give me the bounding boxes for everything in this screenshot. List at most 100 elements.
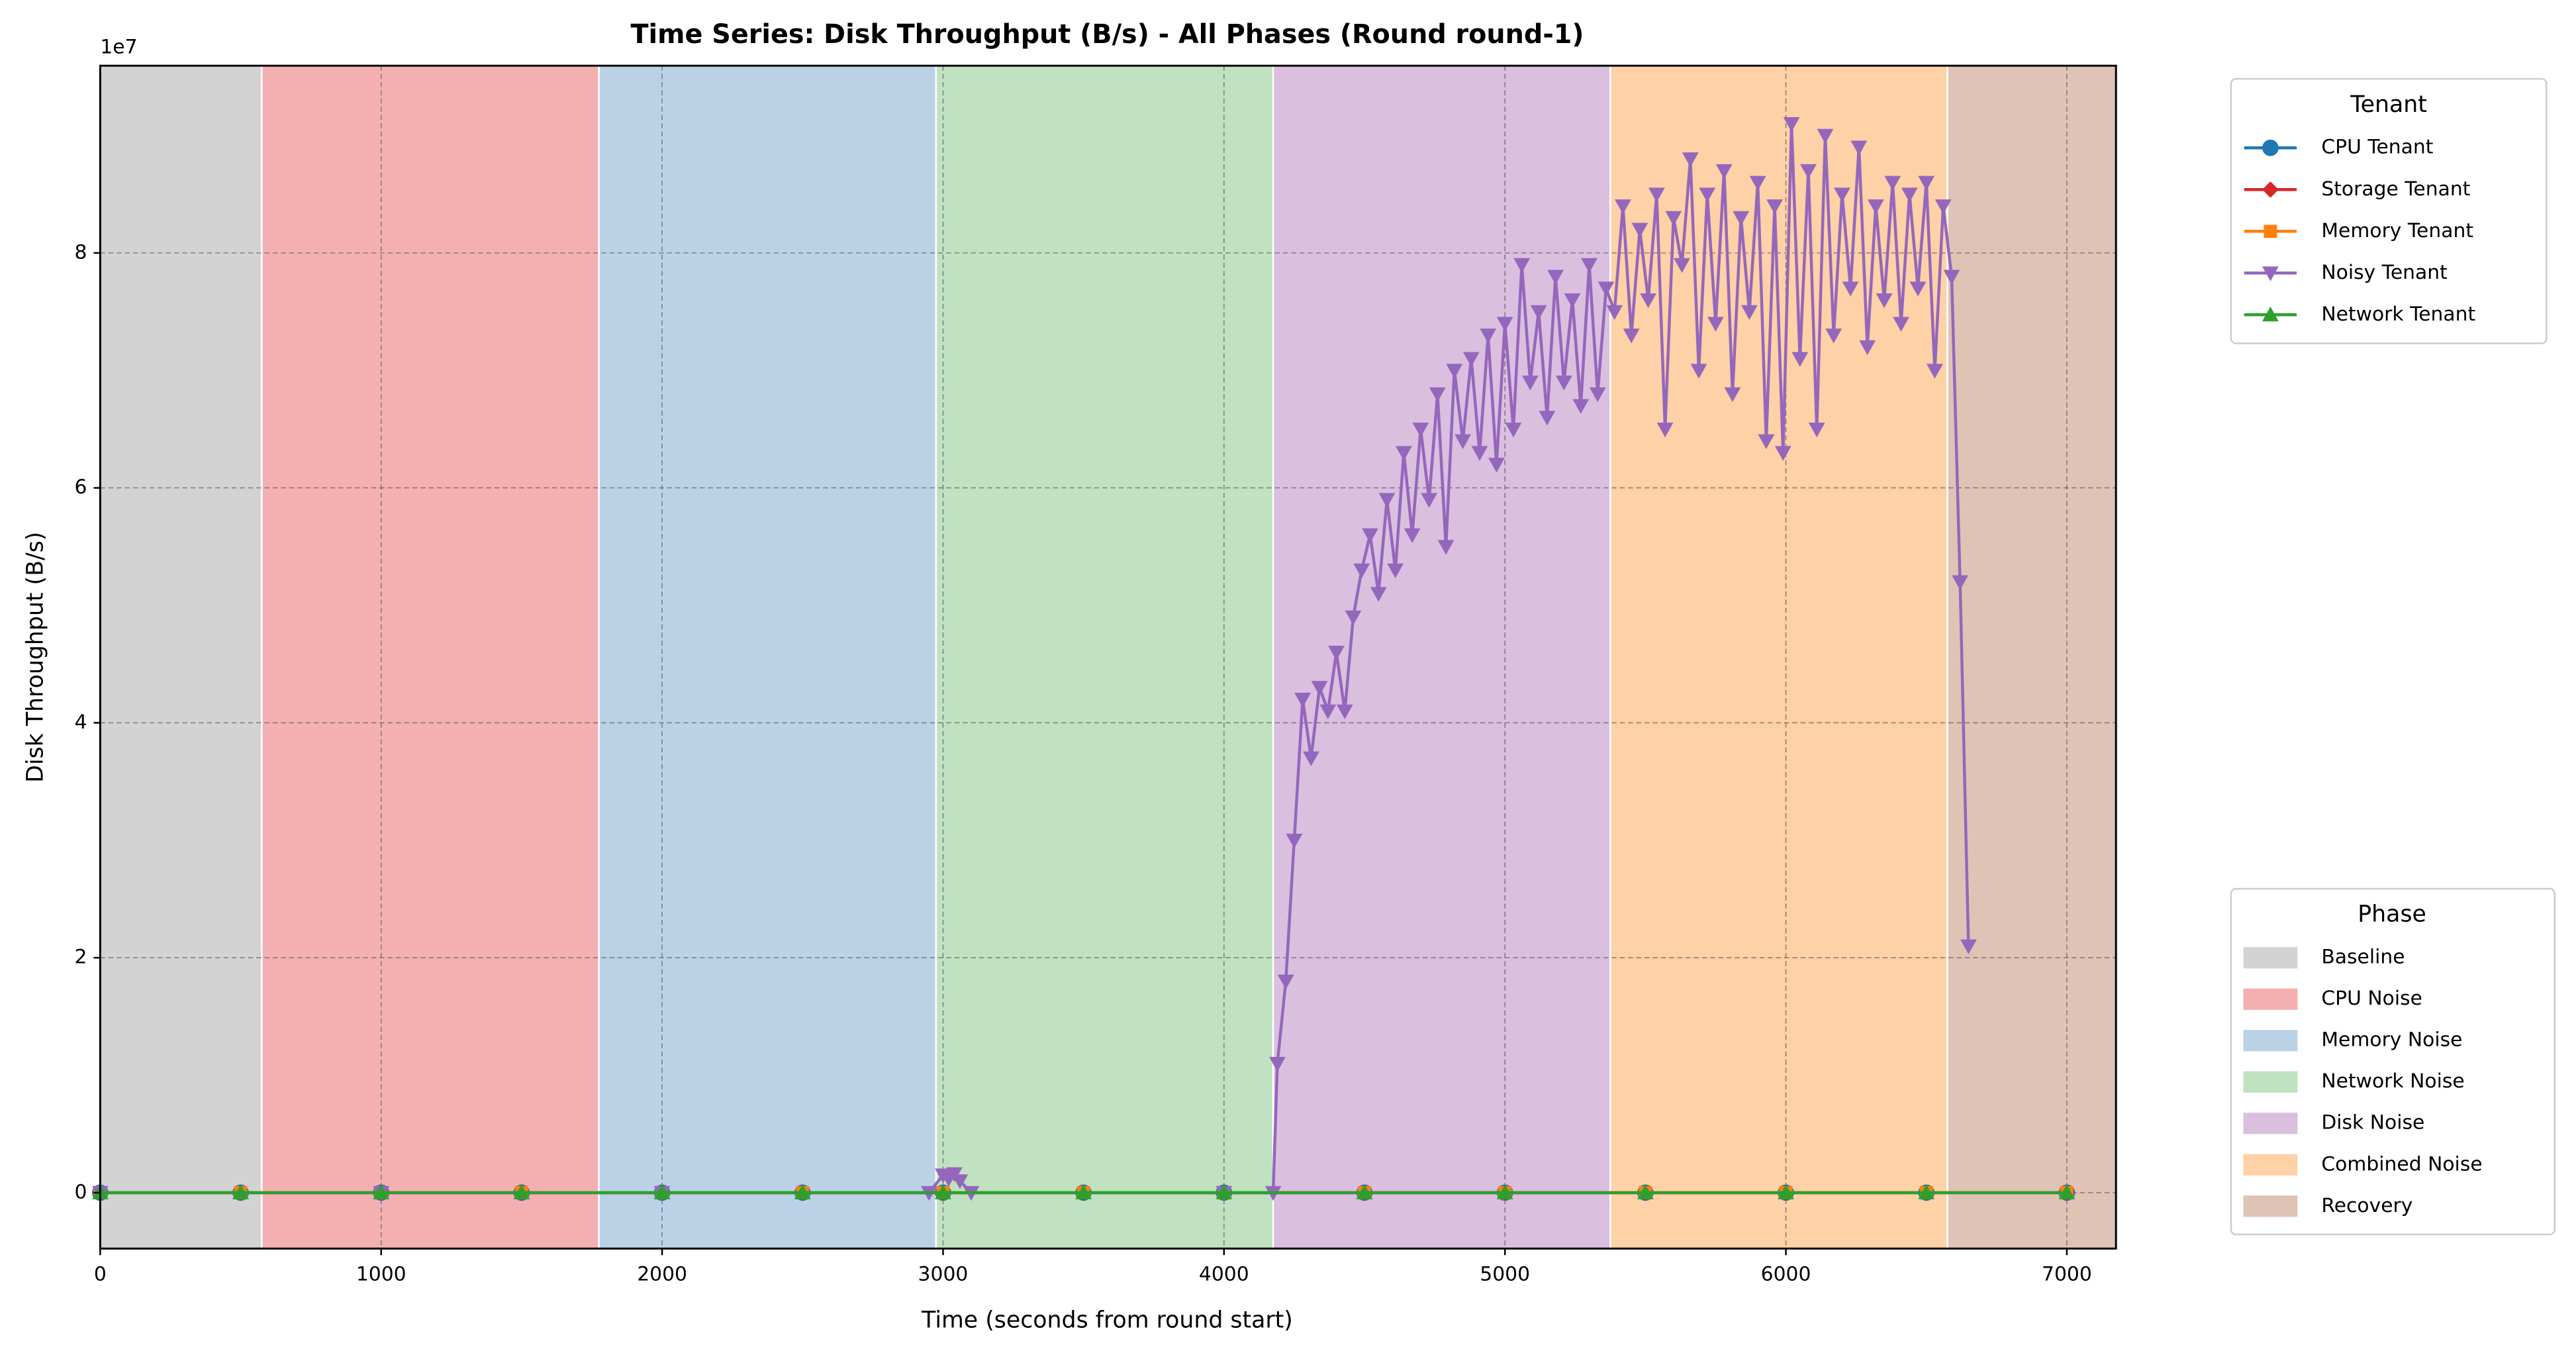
data-point (1598, 281, 1615, 297)
data-point (1884, 176, 1901, 191)
data-point (1791, 352, 1809, 367)
data-point (513, 1184, 530, 1199)
data-point (1724, 387, 1741, 403)
data-point (1943, 270, 1960, 285)
data-point (1345, 610, 1362, 626)
legend-label: Network Noise (2321, 1070, 2464, 1093)
data-point (1817, 128, 1834, 144)
data-point (1733, 211, 1750, 226)
legend-marker (2262, 181, 2279, 198)
phase-band (261, 64, 600, 1250)
phase-legend: Phase Baseline CPU Noise Memory Noise Networ… (2230, 887, 2555, 1236)
data-point (1387, 563, 1404, 579)
data-point (1446, 364, 1463, 379)
x-tick-label: 5000 (1480, 1262, 1530, 1285)
phase-band (1946, 64, 2117, 1250)
data-point (1302, 751, 1319, 767)
y-offset-text: 1e7 (100, 35, 137, 58)
data-point (1960, 939, 1977, 954)
data-point (1758, 434, 1775, 450)
legend-marker (2262, 306, 2279, 322)
series-line (100, 123, 1970, 1195)
data-point (1842, 281, 1859, 297)
data-point (1319, 704, 1337, 720)
data-point (1572, 399, 1590, 414)
phase-band (598, 64, 937, 1250)
data-point (794, 1184, 811, 1199)
data-point (1674, 258, 1690, 274)
data-point (1412, 423, 1429, 438)
data-point (1699, 187, 1716, 203)
x-tick-label: 4000 (1199, 1262, 1249, 1285)
phase-band (935, 64, 1274, 1250)
legend-label: Combined Noise (2321, 1152, 2482, 1176)
data-point (1455, 434, 1471, 450)
data-point (1901, 187, 1918, 203)
legend-label: Noisy Tenant (2321, 261, 2447, 284)
x-tick-label: 6000 (1761, 1262, 1811, 1285)
data-point (1396, 446, 1412, 461)
data-point (1539, 411, 1556, 426)
data-point (1637, 1184, 1654, 1199)
data-point (1876, 293, 1893, 309)
data-point (1589, 387, 1606, 403)
data-point (1867, 199, 1884, 215)
data-point (1513, 258, 1531, 274)
legend-marker (2264, 225, 2277, 238)
data-point (1893, 317, 1909, 332)
data-point (1918, 176, 1935, 191)
data-point (1547, 270, 1564, 285)
legend-box (2230, 77, 2548, 344)
data-point (1311, 681, 1328, 696)
data-point (1429, 387, 1446, 403)
legend-label: Network Tenant (2321, 303, 2475, 326)
data-point (1294, 693, 1312, 708)
x-axis-label: Time (seconds from round start) (921, 1307, 1293, 1333)
legend-label: Baseline (2321, 946, 2405, 969)
legend-label: Recovery (2321, 1194, 2412, 1217)
x-tick-label: 3000 (918, 1262, 969, 1285)
data-point (1521, 376, 1539, 391)
data-point (1505, 423, 1522, 438)
plot-area (91, 64, 2117, 1250)
data-point (1370, 587, 1387, 602)
series (91, 117, 1977, 1201)
data-point (1286, 833, 1303, 849)
data-point (1690, 364, 1707, 379)
data-point (1075, 1184, 1092, 1199)
data-point (1834, 187, 1850, 203)
data-point (1766, 199, 1783, 215)
legend-title: Phase (2358, 901, 2426, 928)
data-point (1496, 1184, 1513, 1199)
data-point (1564, 293, 1581, 309)
data-point (1648, 187, 1665, 203)
data-point (1606, 305, 1623, 321)
data-point (1715, 164, 1733, 179)
data-point (1404, 528, 1421, 544)
data-point (1952, 575, 1969, 590)
data-point (1934, 199, 1952, 215)
data-point (1356, 1184, 1373, 1199)
x-tick-label: 0 (94, 1262, 107, 1285)
data-point (1488, 458, 1505, 473)
data-point (653, 1184, 671, 1199)
data-point (1437, 540, 1455, 555)
legend-label: Memory Tenant (2321, 219, 2473, 242)
data-point (1216, 1184, 1233, 1199)
data-point (1530, 305, 1547, 321)
chart-title: Time Series: Disk Throughput (B/s) - All… (630, 19, 1584, 50)
y-tick-label: 0 (75, 1180, 87, 1203)
legend-swatch (2243, 1071, 2298, 1093)
legend-label: CPU Tenant (2321, 136, 2433, 159)
phase-band (1609, 64, 1948, 1250)
x-tick-label: 2000 (637, 1262, 687, 1285)
y-tick-label: 8 (75, 240, 87, 264)
data-point (1927, 364, 1943, 379)
data-point (1581, 258, 1598, 274)
data-point (1774, 446, 1791, 461)
plot-frame (99, 64, 2117, 1250)
data-point (1555, 376, 1572, 391)
data-point (1615, 199, 1631, 215)
